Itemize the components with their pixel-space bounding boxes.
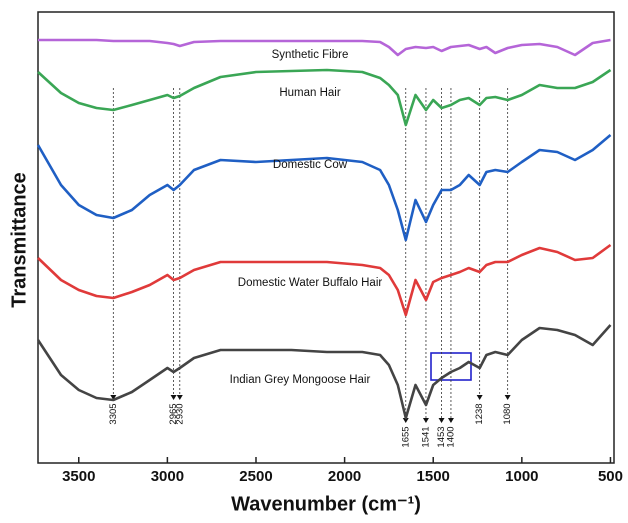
peak-label: 3305 — [108, 403, 119, 424]
series-label: Human Hair — [279, 87, 341, 99]
spectrum-line — [38, 38, 611, 57]
peak-label: 1080 — [502, 403, 513, 424]
peak-arrow — [402, 418, 409, 423]
x-tick-label: 3000 — [151, 468, 184, 485]
spectrum-line — [37, 68, 612, 127]
peak-arrow — [447, 418, 454, 423]
peak-label: 1655 — [400, 426, 411, 447]
peak-arrow — [422, 418, 429, 423]
series-label: Synthetic Fibre — [272, 49, 349, 61]
peak-label: 1453 — [436, 426, 447, 447]
peak-arrow — [476, 395, 483, 400]
peak-arrow — [176, 395, 183, 400]
y-axis-label: Transmittance — [8, 172, 30, 308]
x-tick-label: 2500 — [239, 468, 272, 485]
spectrum-line — [36, 134, 612, 242]
x-tick-label: 2000 — [328, 468, 361, 485]
spectrum-line — [37, 243, 612, 317]
series-label: Domestic Water Buffalo Hair — [238, 277, 383, 289]
x-tick-label: 1000 — [505, 468, 538, 485]
peak-label: 2965 — [168, 403, 179, 424]
peak-arrow — [438, 418, 445, 423]
series-label: Indian Grey Mongoose Hair — [230, 374, 371, 386]
spectrum-line — [36, 324, 612, 420]
peak-label: 2930 — [174, 403, 185, 424]
series-label: Domestic Cow — [273, 159, 348, 171]
x-tick-label: 1500 — [417, 468, 450, 485]
peak-arrow — [110, 395, 117, 400]
peak-label: 1238 — [474, 403, 485, 424]
x-axis-label: Wavenumber (cm⁻¹) — [231, 493, 421, 515]
peak-arrow — [504, 395, 511, 400]
peak-label: 1400 — [445, 426, 456, 447]
x-tick-label: 500 — [598, 468, 623, 485]
peak-label: 1541 — [420, 426, 431, 447]
plot-frame — [37, 11, 615, 464]
x-tick-label: 3500 — [62, 468, 95, 485]
peak-arrow — [170, 395, 177, 400]
